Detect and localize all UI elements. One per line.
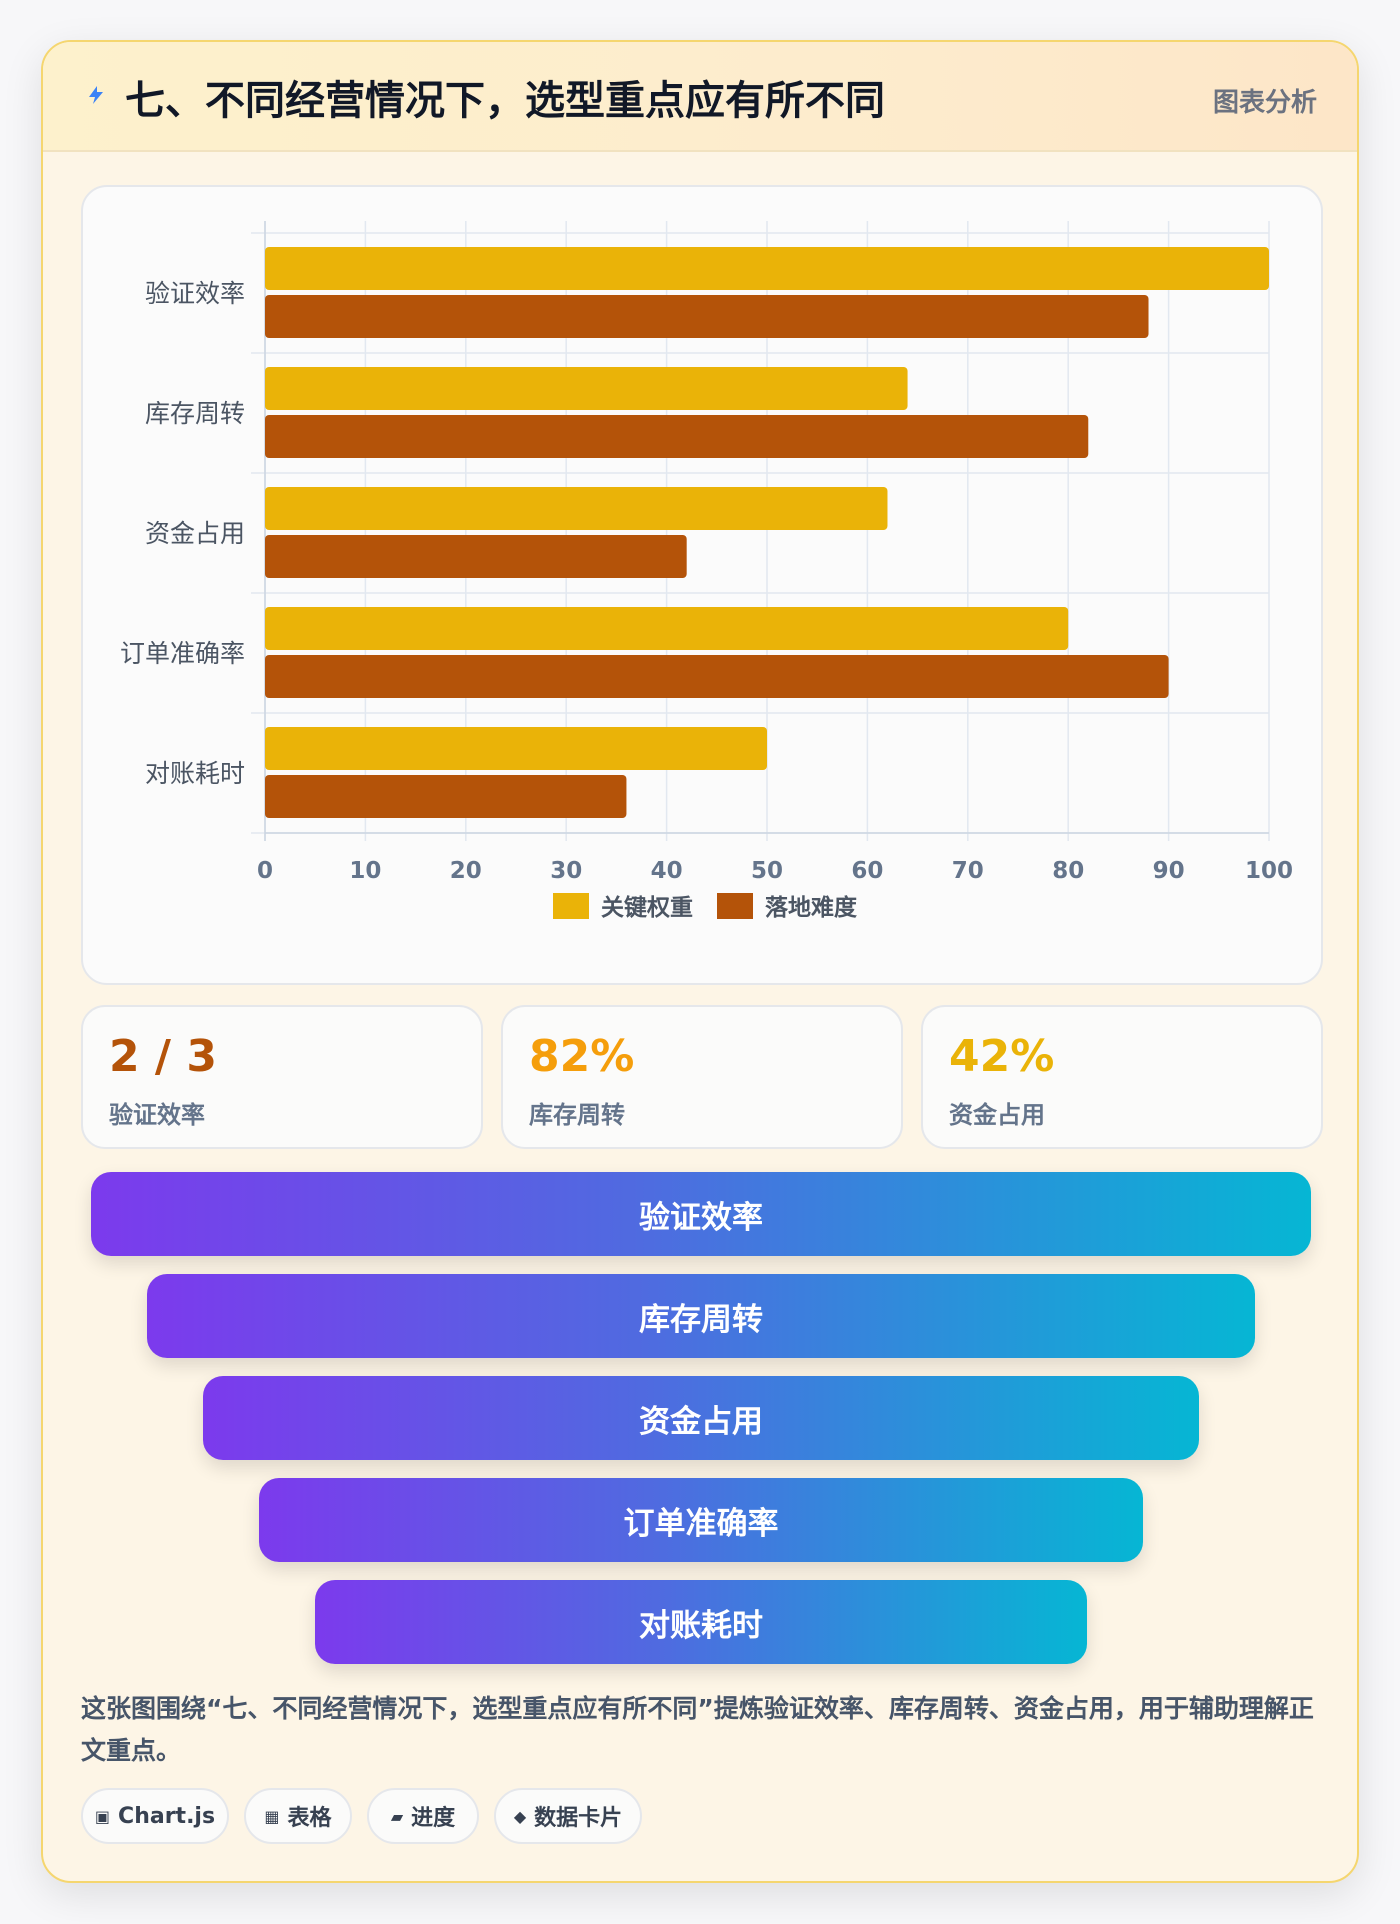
bar-difficulty xyxy=(265,295,1149,338)
category-label: 资金占用 xyxy=(145,519,245,548)
chip-table: ▦ 表格 xyxy=(244,1788,352,1844)
x-tick-label: 0 xyxy=(257,858,273,884)
bar-difficulty xyxy=(265,775,627,818)
stat-card: 42% 资金占用 xyxy=(921,1005,1323,1149)
table-icon: ▦ xyxy=(264,1806,280,1826)
chip-chartjs: ▣ Chart.js xyxy=(81,1788,229,1844)
stat-cards: 2 / 3 验证效率 82% 库存周转 42% 资金占用 xyxy=(81,1005,1323,1149)
x-tick-label: 20 xyxy=(450,858,482,884)
card-header: 七、不同经营情况下，选型重点应有所不同 图表分析 xyxy=(43,42,1357,152)
category-label: 验证效率 xyxy=(145,279,245,308)
category-label: 订单准确率 xyxy=(120,639,245,668)
page-title: 七、不同经营情况下，选型重点应有所不同 xyxy=(125,78,885,124)
bar-difficulty xyxy=(265,535,687,578)
bar-difficulty xyxy=(265,655,1169,698)
x-tick-label: 90 xyxy=(1153,858,1185,884)
chart-card: 七、不同经营情况下，选型重点应有所不同 图表分析 验证效率 库存周转 资金占用 订单准… xyxy=(41,40,1359,1883)
chip-data-card: ◆ 数据卡片 xyxy=(494,1788,642,1844)
legend-label: 落地难度 xyxy=(765,894,858,921)
bar-weight xyxy=(265,607,1069,650)
progress-icon: ▰ xyxy=(390,1806,404,1826)
chip-label: 表格 xyxy=(287,1806,332,1831)
bar-weight xyxy=(265,487,888,530)
diamond-icon: ◆ xyxy=(513,1806,527,1826)
x-tick-label: 10 xyxy=(349,858,381,884)
x-tick-label: 70 xyxy=(952,858,984,884)
funnel-stage: 验证效率 xyxy=(91,1172,1311,1256)
x-tick-label: 60 xyxy=(851,858,883,884)
legend-label: 关键权重 xyxy=(601,894,693,921)
x-tick-label: 100 xyxy=(1245,858,1293,884)
stat-value: 2 / 3 xyxy=(109,1031,217,1082)
chip-label: 数据卡片 xyxy=(534,1806,623,1831)
x-tick-label: 50 xyxy=(751,858,783,884)
chip-label: Chart.js xyxy=(118,1803,216,1829)
bar-chart-panel: 验证效率库存周转资金占用订单准确率对账耗时 0 10 20 30 40 50 60 70 80 90… xyxy=(81,185,1323,985)
legend-swatch xyxy=(717,893,753,919)
x-tick-label: 40 xyxy=(651,858,683,884)
funnel-stage: 资金占用 xyxy=(203,1376,1199,1460)
bar-weight xyxy=(265,367,908,410)
bar-weight xyxy=(265,727,767,770)
x-tick-label: 80 xyxy=(1052,858,1084,884)
stat-card: 2 / 3 验证效率 xyxy=(81,1005,483,1149)
stat-value: 82% xyxy=(529,1031,635,1082)
x-tick-label: 30 xyxy=(550,858,582,884)
funnel-stage: 对账耗时 xyxy=(315,1580,1087,1664)
chart-caption: 这张图围绕“七、不同经营情况下，选型重点应有所不同”提炼验证效率、库存周转、资金… xyxy=(81,1694,1314,1765)
funnel-stage: 库存周转 xyxy=(147,1274,1255,1358)
chip-label: 进度 xyxy=(411,1806,456,1831)
stat-value: 42% xyxy=(949,1031,1055,1082)
chart-analysis-tag: 图表分析 xyxy=(1212,88,1317,118)
stat-label: 资金占用 xyxy=(949,1101,1045,1129)
category-label: 对账耗时 xyxy=(145,759,245,788)
funnel-stage: 订单准确率 xyxy=(259,1478,1143,1562)
chip-progress: ▰ 进度 xyxy=(367,1788,479,1844)
stat-label: 验证效率 xyxy=(109,1101,205,1129)
legend-swatch xyxy=(553,893,589,919)
stat-label: 库存周转 xyxy=(529,1101,625,1129)
category-label: 库存周转 xyxy=(145,399,245,428)
bar-difficulty xyxy=(265,415,1089,458)
lightning-icon xyxy=(89,86,103,104)
stat-card: 82% 库存周转 xyxy=(501,1005,903,1149)
chart-icon: ▣ xyxy=(94,1806,111,1826)
bar-weight xyxy=(265,247,1269,290)
